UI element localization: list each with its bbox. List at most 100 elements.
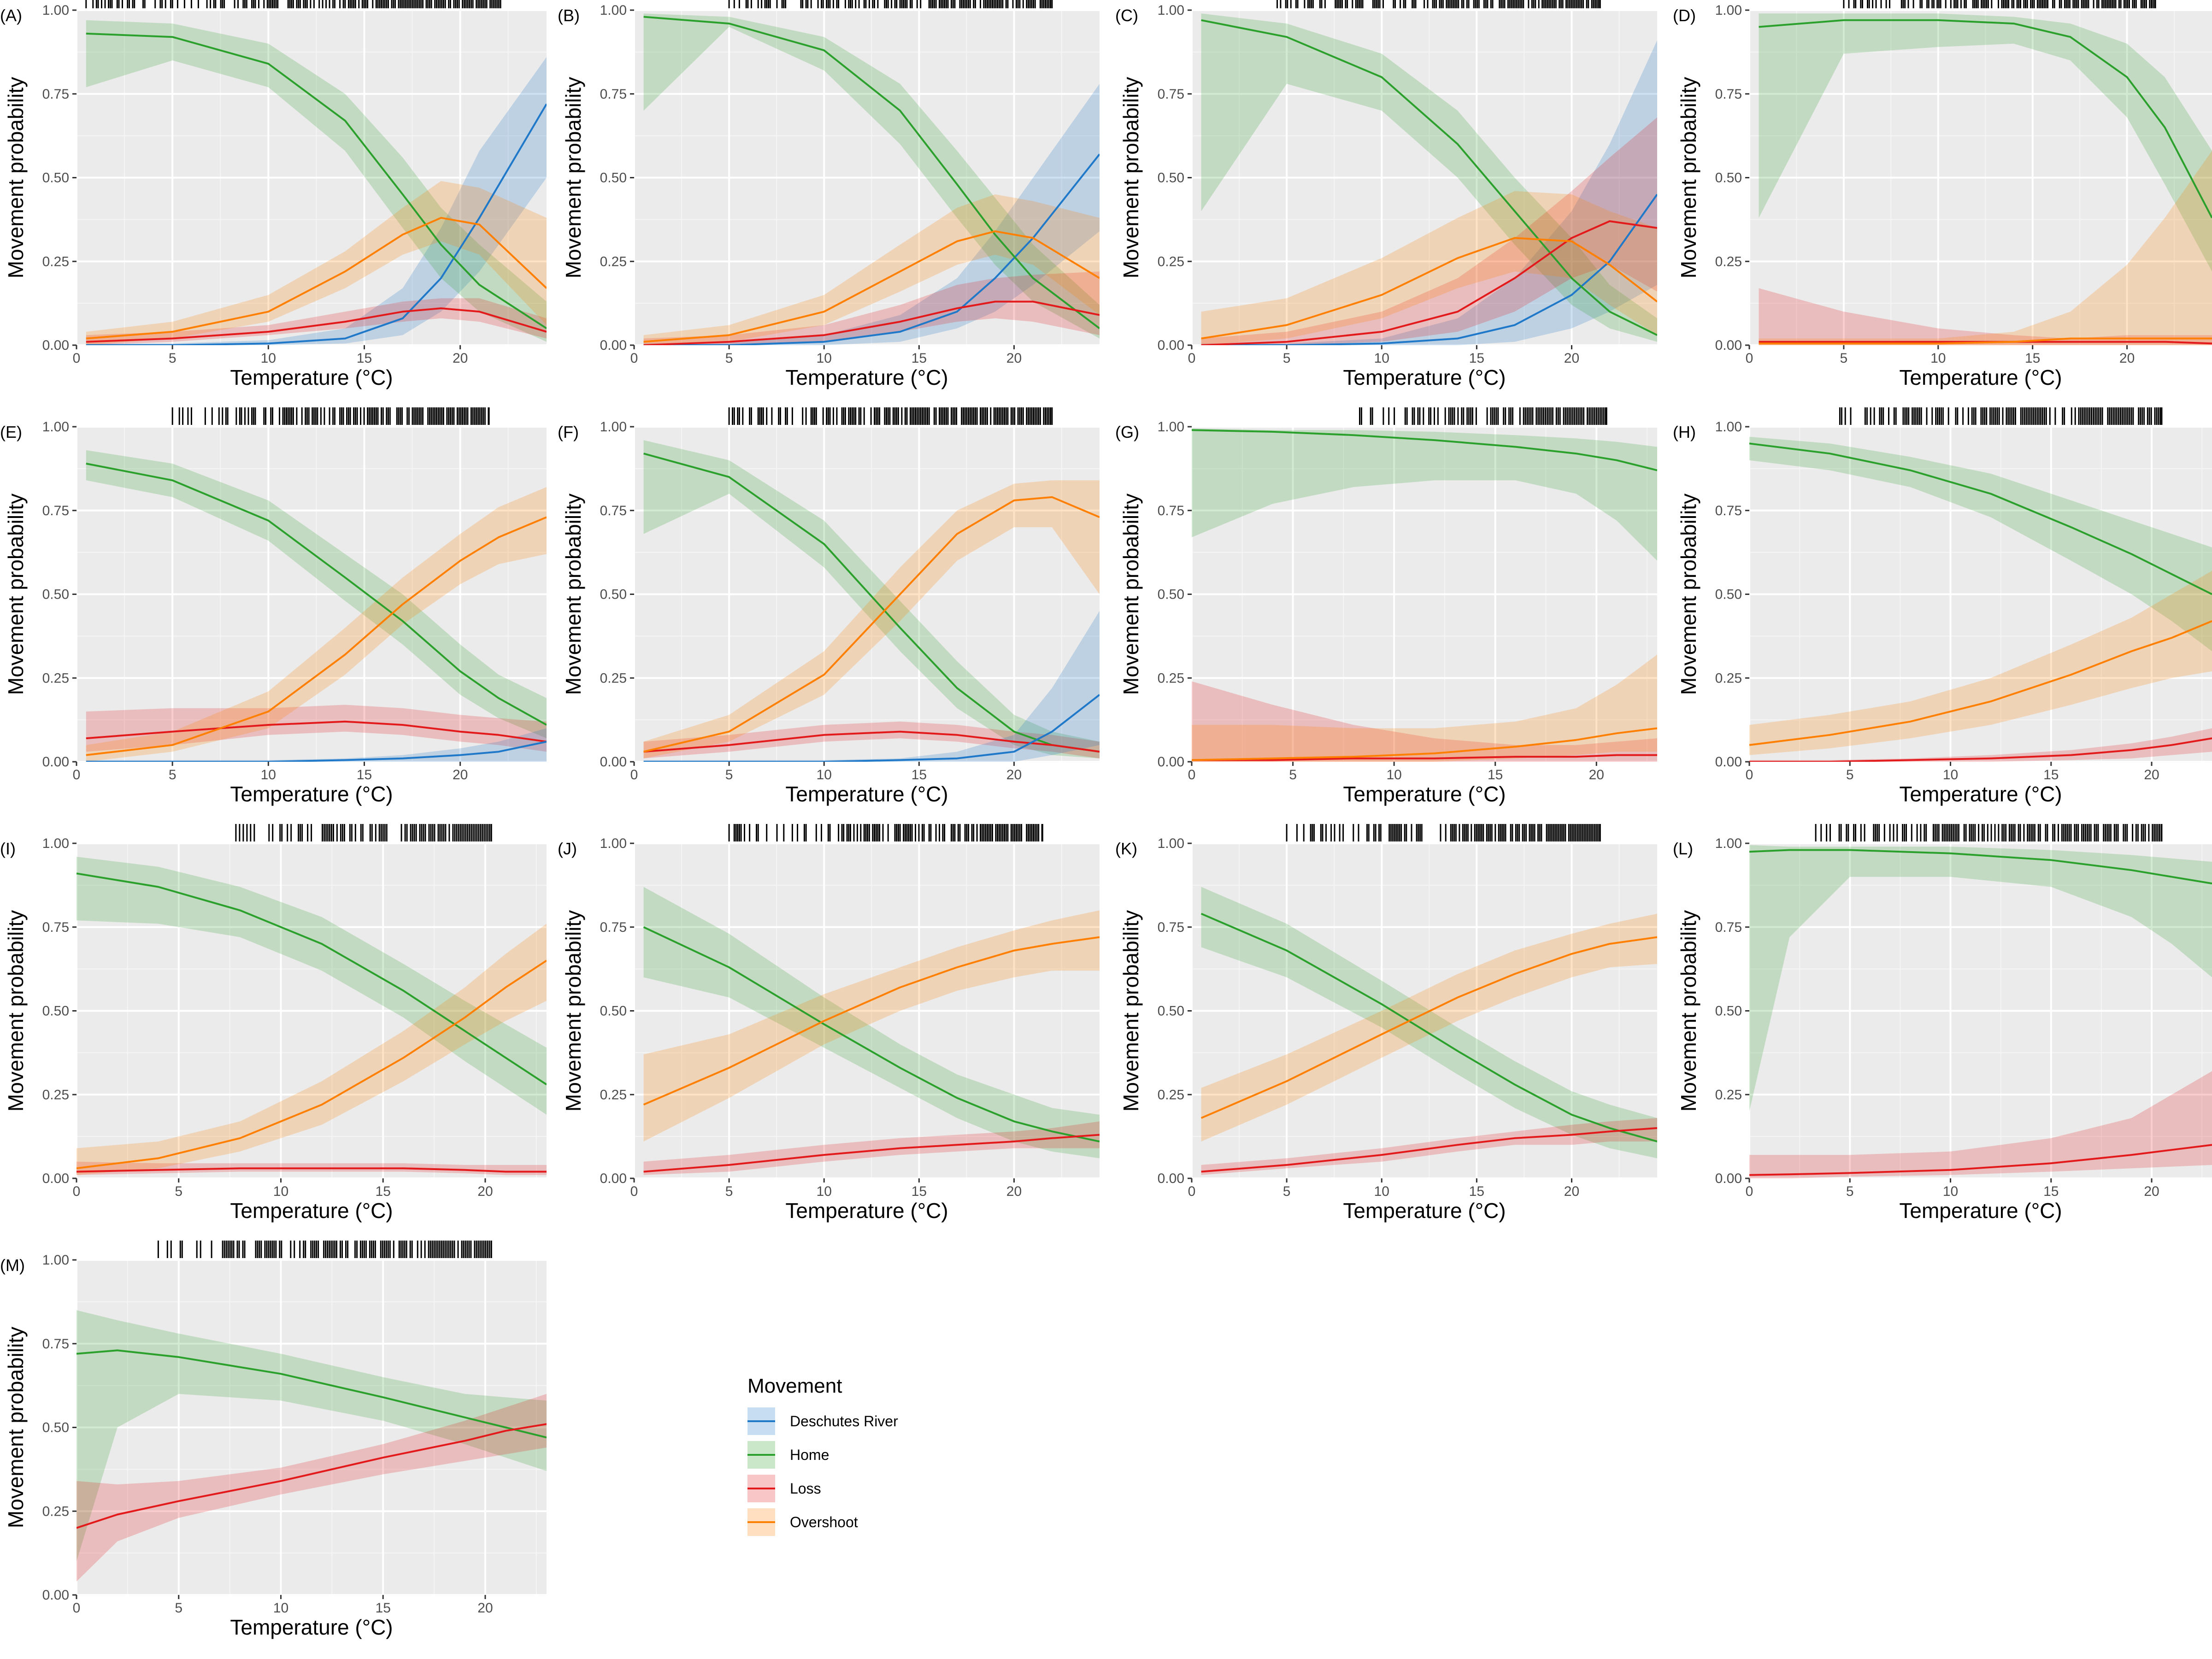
y-axis-title-j: Movement probability — [561, 910, 585, 1112]
panel-label-c: (C) — [1115, 6, 1138, 25]
x-tick-label: 0 — [630, 351, 638, 366]
x-tick-label: 10 — [273, 1184, 288, 1199]
y-tick-label: 0.00 — [1158, 754, 1184, 770]
x-tick-label: 20 — [453, 351, 468, 366]
y-tick-label: 0.75 — [600, 87, 627, 102]
panel-label-b: (B) — [558, 6, 580, 25]
ribbon-home-i — [76, 857, 547, 1115]
panel-a: 0 5 10 15 20 0.00 0.25 0.50 0.75 1.00 Temperature … — [0, 0, 547, 389]
panel-k: 0 5 10 15 20 0.00 0.25 0.50 0.75 1.00 Temperature … — [1115, 824, 1657, 1223]
y-tick-label: 1.00 — [1158, 836, 1184, 851]
x-tick-label: 10 — [1930, 351, 1946, 366]
x-tick-label: 10 — [261, 351, 276, 366]
y-tick-label: 0.50 — [42, 1420, 69, 1435]
ribbon-loss-f — [643, 721, 1100, 759]
x-tick-label: 15 — [1469, 351, 1484, 366]
panel-g: 0 5 10 15 20 0.00 0.25 0.50 0.75 1.00 Temperature … — [1115, 407, 1657, 806]
y-tick-label: 0.00 — [1715, 338, 1742, 353]
rug-g — [1359, 407, 1607, 425]
x-tick-label: 15 — [357, 767, 372, 782]
series-line-loss-m — [76, 1423, 547, 1529]
y-tick-label: 0.00 — [1715, 754, 1742, 770]
x-tick-label: 0 — [1188, 351, 1196, 366]
y-tick-label: 0.50 — [1158, 587, 1184, 602]
series-line-loss-k — [1201, 1127, 1657, 1173]
y-tick-label: 0.25 — [1158, 671, 1184, 686]
series-line-overshoot-c — [1201, 237, 1657, 340]
y-tick-label: 0.75 — [1715, 87, 1742, 102]
y-axis-title-h: Movement probability — [1677, 494, 1700, 695]
x-tick-label: 10 — [1386, 767, 1401, 782]
y-tick-label: 0.75 — [1158, 87, 1184, 102]
x-tick-label: 10 — [1943, 767, 1958, 782]
y-tick-label: 0.75 — [1158, 920, 1184, 935]
x-tick-label: 5 — [1283, 351, 1291, 366]
x-axis-title-c: Temperature (°C) — [1343, 365, 1506, 389]
y-tick-label: 1.00 — [600, 419, 627, 435]
series-line-loss-a — [86, 307, 547, 343]
y-tick-label: 1.00 — [42, 1253, 69, 1268]
y-tick-label: 0.75 — [42, 920, 69, 935]
legend-label-loss: Loss — [790, 1480, 821, 1497]
x-tick-label: 20 — [2144, 767, 2159, 782]
ribbon-overshoot-c — [1201, 191, 1657, 345]
series-line-home-h — [1749, 442, 2212, 595]
series-line-loss-c — [1201, 220, 1657, 345]
y-tick-label: 0.25 — [1715, 1087, 1742, 1102]
y-tick-label: 0.25 — [42, 254, 69, 269]
rug-d — [1843, 0, 2156, 8]
y-axis-title-c: Movement probability — [1119, 77, 1143, 278]
series-line-overshoot-g — [1192, 727, 1657, 761]
panel-l: 0 5 10 15 20 0.00 0.25 0.50 0.75 1.00 Temperature … — [1673, 824, 2212, 1223]
y-axis-title-d: Movement probability — [1677, 77, 1700, 278]
x-tick-label: 15 — [2025, 351, 2040, 366]
data-layer-m — [76, 1310, 547, 1582]
panel-e: 0 5 10 15 20 0.00 0.25 0.50 0.75 1.00 Temperature … — [0, 407, 547, 806]
y-tick-label: 0.25 — [42, 1087, 69, 1102]
x-tick-label: 20 — [477, 1184, 493, 1199]
x-tick-label: 5 — [169, 767, 176, 782]
series-line-home-f — [643, 453, 1100, 753]
x-tick-label: 10 — [1943, 1184, 1958, 1199]
data-layer-f — [643, 440, 1100, 762]
rug-h — [1839, 407, 2163, 425]
ribbon-home-g — [1192, 428, 1657, 561]
x-tick-label: 0 — [73, 1184, 81, 1199]
panel-label-a: (A) — [0, 6, 22, 25]
legend: Movement Deschutes River Home Loss Overs… — [747, 1375, 898, 1536]
y-tick-label: 0.00 — [1158, 338, 1184, 353]
series-line-deschutes-river-c — [1201, 194, 1657, 345]
legend-title: Movement — [747, 1375, 842, 1397]
y-tick-label: 0.25 — [600, 254, 627, 269]
data-layer-a — [86, 20, 547, 345]
ribbon-loss-b — [643, 271, 1100, 345]
x-tick-label: 5 — [1846, 767, 1854, 782]
panel-i: 0 5 10 15 20 0.00 0.25 0.50 0.75 1.00 Temperature … — [0, 824, 547, 1223]
x-tick-label: 10 — [817, 767, 832, 782]
x-tick-label: 20 — [1006, 351, 1022, 366]
y-tick-label: 0.25 — [1715, 671, 1742, 686]
ribbon-deschutes-river-c — [1201, 40, 1657, 345]
series-line-deschutes-river-a — [86, 103, 547, 345]
y-tick-label: 1.00 — [42, 836, 69, 851]
rug-k — [1286, 824, 1601, 841]
y-tick-label: 0.00 — [42, 338, 69, 353]
legend-label-home: Home — [790, 1447, 829, 1463]
x-axis-title-b: Temperature (°C) — [785, 365, 948, 389]
x-tick-label: 15 — [2043, 1184, 2059, 1199]
ribbon-deschutes-river-a — [86, 57, 547, 345]
y-tick-label: 0.75 — [42, 503, 69, 518]
data-layer-h — [1749, 436, 2212, 762]
series-line-overshoot-i — [76, 959, 547, 1170]
y-tick-label: 0.50 — [1715, 171, 1742, 186]
series-line-overshoot-d — [1759, 337, 2212, 345]
y-tick-label: 0.25 — [1715, 254, 1742, 269]
x-tick-label: 20 — [2144, 1184, 2159, 1199]
series-line-deschutes-river-f — [643, 694, 1100, 762]
panel-label-j: (J) — [558, 839, 577, 858]
ribbon-home-d — [1759, 13, 2212, 272]
ribbon-home-a — [86, 20, 547, 342]
x-tick-label: 15 — [1488, 767, 1503, 782]
